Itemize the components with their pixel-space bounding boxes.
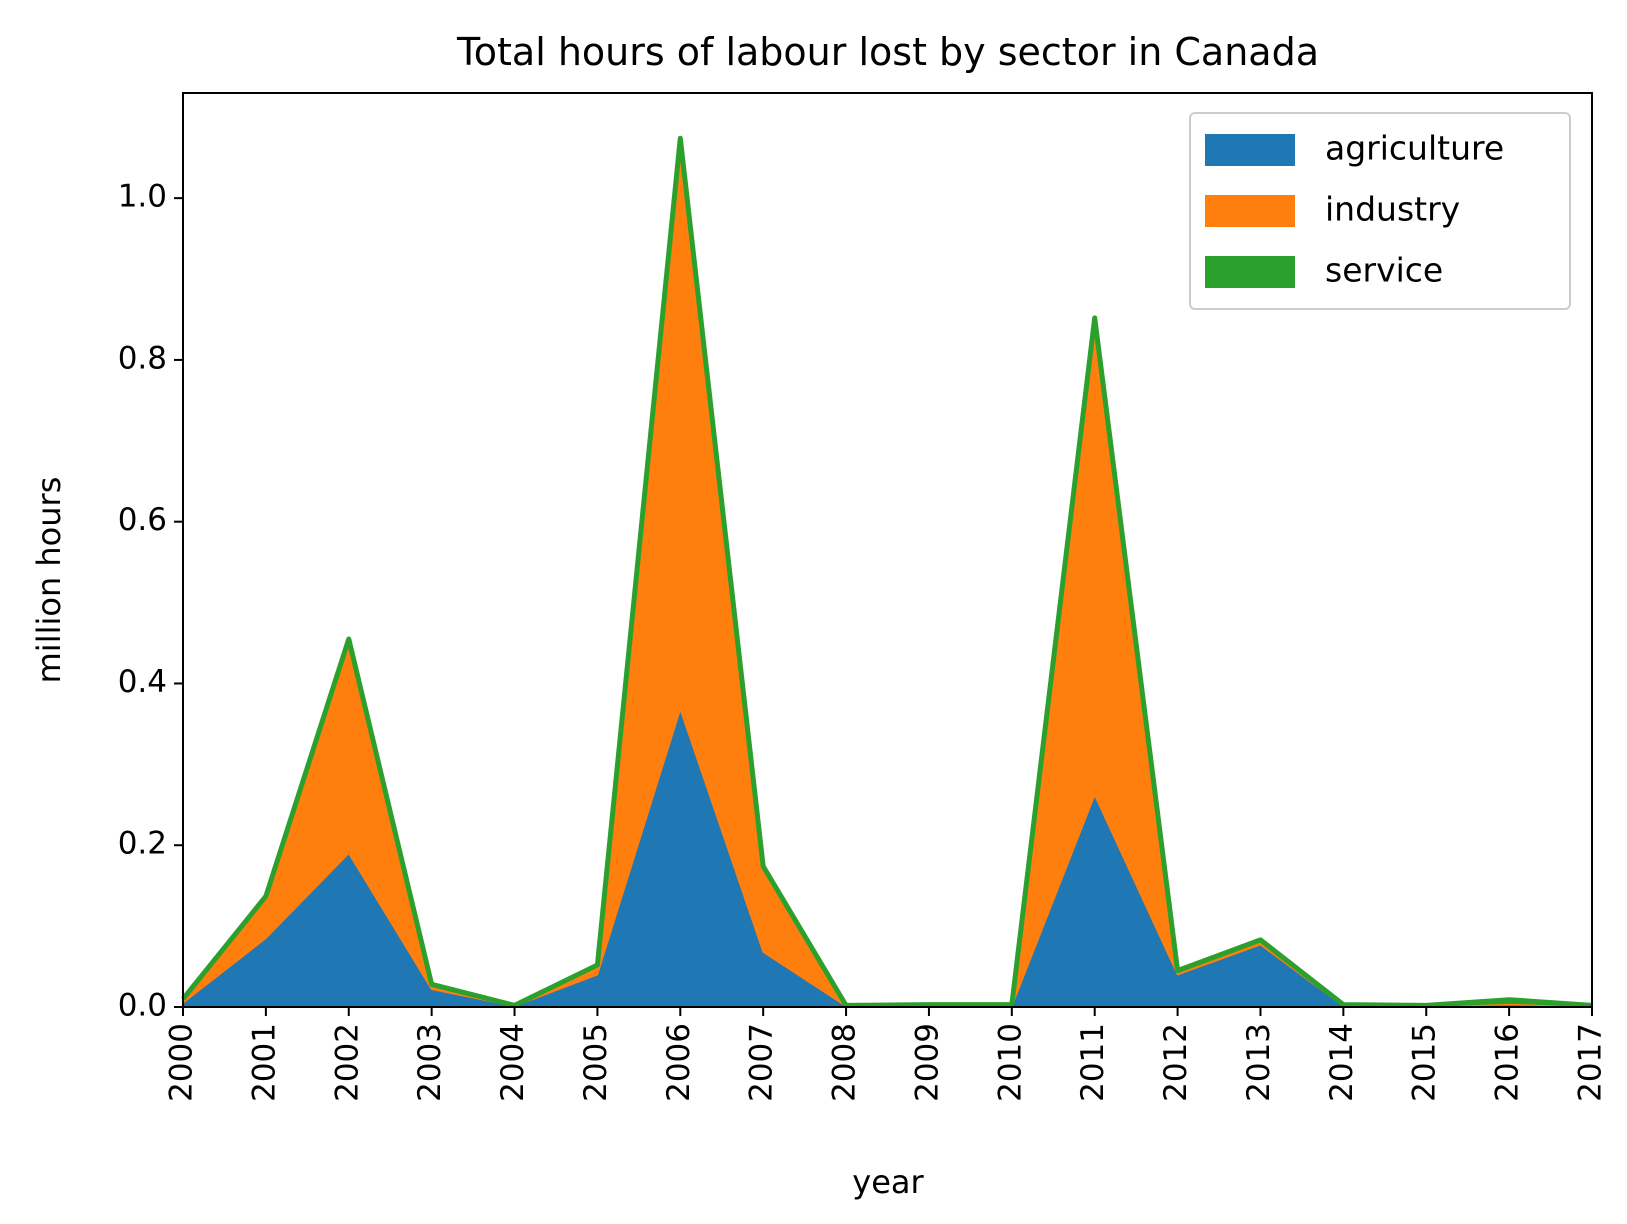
y-tick-label: 0.2 xyxy=(118,826,167,862)
x-tick-label: 2003 xyxy=(412,1023,448,1102)
y-tick-label: 0.4 xyxy=(118,664,167,700)
y-tick-label: 0.8 xyxy=(118,340,167,376)
x-axis-label: year xyxy=(852,1163,924,1201)
x-tick-label: 2001 xyxy=(246,1023,282,1102)
legend-swatch-industry xyxy=(1205,195,1295,227)
legend: agriculture industry service xyxy=(1189,112,1571,310)
x-tick-label: 2013 xyxy=(1241,1023,1277,1102)
y-tick-label: 1.0 xyxy=(118,179,167,215)
legend-label-service: service xyxy=(1325,251,1443,290)
x-tick-label: 2002 xyxy=(329,1023,365,1102)
x-tick-label: 2014 xyxy=(1324,1023,1360,1102)
x-tick-label: 2000 xyxy=(164,1023,200,1102)
legend-label-industry: industry xyxy=(1325,190,1460,229)
chart-title: Total hours of labour lost by sector in … xyxy=(456,30,1319,74)
x-tick-label: 2006 xyxy=(661,1023,697,1102)
x-tick-label: 2008 xyxy=(827,1023,863,1102)
x-tick-label: 2012 xyxy=(1158,1023,1194,1102)
y-axis-label: million hours xyxy=(30,477,68,684)
x-tick-label: 2011 xyxy=(1075,1023,1111,1102)
x-tick-label: 2009 xyxy=(909,1023,945,1102)
x-tick-label: 2017 xyxy=(1573,1023,1609,1102)
x-tick-label: 2007 xyxy=(744,1023,780,1102)
legend-label-agriculture: agriculture xyxy=(1325,129,1504,168)
legend-swatch-agriculture xyxy=(1205,134,1295,166)
x-tick-label: 2016 xyxy=(1490,1023,1526,1102)
legend-swatch-service xyxy=(1205,256,1295,288)
x-tick-label: 2015 xyxy=(1407,1023,1443,1102)
y-tick-label: 0.0 xyxy=(118,988,167,1024)
x-tick-label: 2010 xyxy=(992,1023,1028,1102)
x-tick-label: 2005 xyxy=(578,1023,614,1102)
line-service xyxy=(181,135,1593,1008)
y-tick-label: 0.6 xyxy=(118,502,167,538)
plot-frame xyxy=(182,92,1593,1008)
axes-layer: 2000 2001 2002 2003 2004 2005 2006 2007 2008 2009… xyxy=(118,92,1609,1102)
x-tick-label: 2004 xyxy=(495,1023,531,1102)
